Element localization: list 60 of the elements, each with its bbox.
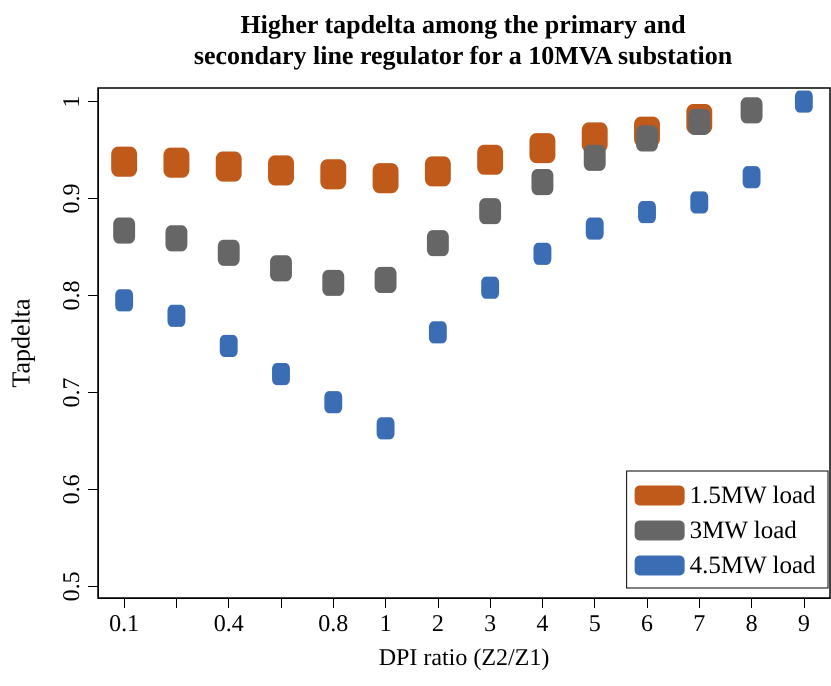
point bbox=[794, 90, 813, 113]
x-tick-label: 0.8 bbox=[318, 611, 348, 637]
point bbox=[477, 144, 504, 175]
point bbox=[424, 156, 451, 186]
chart-title: Higher tapdelta among the primary and secondary line regulator for a 10MVA substation bbox=[194, 10, 733, 70]
x-tick-label: 9 bbox=[798, 611, 810, 637]
x-tick-label: 6 bbox=[641, 611, 653, 637]
point bbox=[481, 276, 500, 299]
x-tick-label: 0.1 bbox=[109, 611, 140, 637]
point bbox=[220, 334, 238, 357]
point bbox=[218, 240, 240, 266]
point bbox=[690, 191, 708, 214]
point bbox=[320, 159, 346, 190]
legend-label: 3MW load bbox=[690, 517, 798, 544]
point bbox=[324, 391, 342, 414]
y-tick-label: 1 bbox=[59, 96, 85, 108]
point bbox=[165, 225, 188, 252]
point bbox=[531, 169, 554, 196]
x-tick-label: 7 bbox=[693, 611, 706, 637]
point bbox=[163, 148, 190, 178]
x-tick-label: 1 bbox=[380, 611, 392, 637]
y-tick-label: 0.8 bbox=[59, 280, 85, 310]
point bbox=[428, 321, 447, 344]
point bbox=[742, 166, 761, 188]
y-axis-title: Tapdelta bbox=[6, 298, 36, 388]
point bbox=[586, 218, 604, 240]
point bbox=[322, 270, 344, 296]
y-tick-label: 0.5 bbox=[59, 571, 85, 602]
point bbox=[529, 133, 556, 164]
point bbox=[426, 230, 449, 256]
point bbox=[268, 155, 294, 186]
x-tick-label: 4 bbox=[536, 611, 548, 637]
point bbox=[372, 163, 399, 194]
y-tick-label: 0.9 bbox=[59, 184, 85, 214]
point bbox=[270, 255, 292, 282]
point bbox=[272, 363, 290, 386]
legend-label: 4.5MW load bbox=[690, 552, 816, 579]
point bbox=[216, 152, 242, 182]
point bbox=[113, 218, 136, 244]
y-tick-label: 0.7 bbox=[59, 377, 85, 408]
point bbox=[115, 289, 134, 312]
point bbox=[638, 201, 656, 224]
point bbox=[533, 242, 552, 265]
x-tick-label: 2 bbox=[432, 611, 444, 637]
point bbox=[479, 198, 502, 224]
x-tick-label: 0.4 bbox=[214, 611, 244, 637]
y-tick-label: 0.6 bbox=[59, 474, 85, 504]
x-tick-label: 5 bbox=[588, 611, 601, 637]
x-tick-label: 3 bbox=[484, 611, 496, 637]
point bbox=[374, 266, 397, 293]
point bbox=[688, 108, 710, 135]
point bbox=[111, 146, 138, 177]
point bbox=[740, 97, 763, 124]
point bbox=[584, 144, 606, 171]
x-tick-label: 8 bbox=[746, 611, 758, 637]
point bbox=[636, 125, 658, 152]
legend-label: 1.5MW load bbox=[690, 482, 816, 509]
x-axis-title: DPI ratio (Z2/Z1) bbox=[378, 645, 550, 671]
point bbox=[376, 417, 395, 440]
point bbox=[167, 304, 186, 327]
